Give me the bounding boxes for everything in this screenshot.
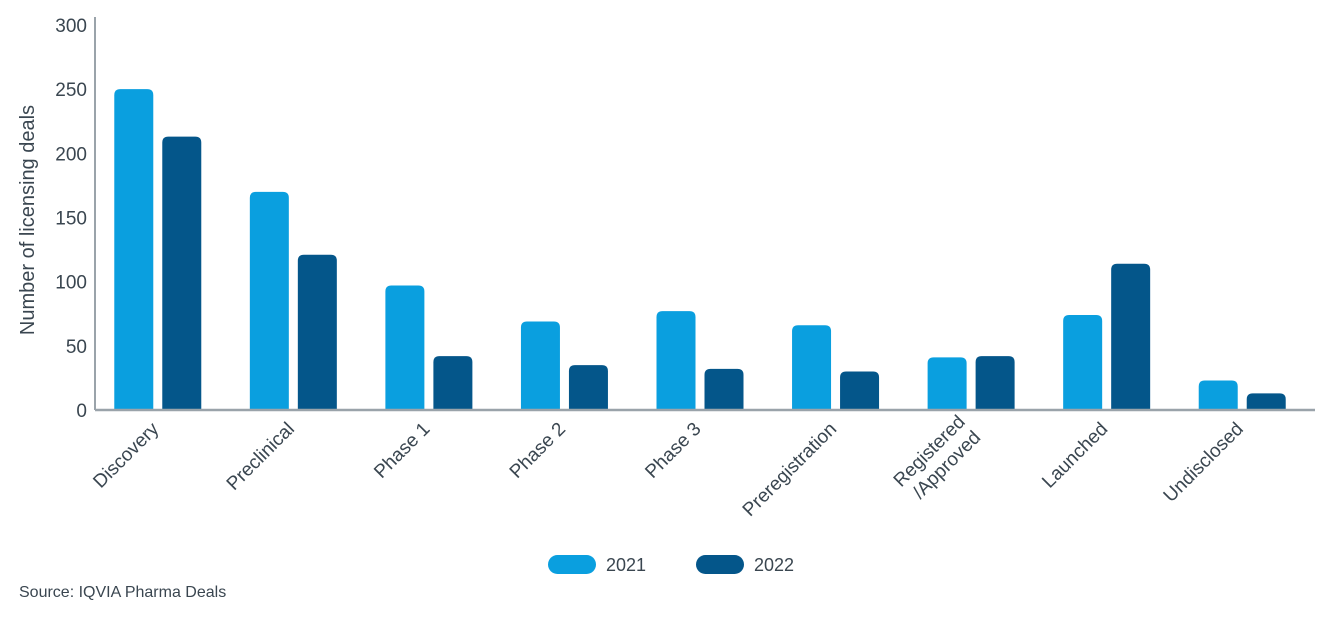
bar-2022-3: [568, 365, 608, 410]
y-tick-label: 200: [55, 144, 87, 165]
bar-2021-6: [927, 357, 967, 410]
bar-2021-0: [114, 89, 154, 411]
bar-2022-2: [433, 356, 473, 410]
y-axis: 0 50 100 150 200 250 300: [55, 16, 96, 422]
source-note: Source: IQVIA Pharma Deals: [19, 584, 227, 601]
legend: 2021 2022: [548, 555, 794, 575]
bar-2022-6: [975, 356, 1015, 410]
bar-2021-8: [1198, 380, 1238, 410]
bar-2021-4: [656, 311, 696, 410]
y-tick-label: 300: [55, 16, 87, 37]
x-tick-label: Undisclosed: [1160, 419, 1248, 507]
bar-2021-1: [249, 191, 289, 410]
bar-2022-8: [1246, 393, 1286, 410]
y-tick-label: 150: [55, 209, 87, 230]
legend-swatch-2021: [548, 555, 596, 574]
legend-label-2022: 2022: [754, 555, 794, 575]
bar-2021-7: [1063, 315, 1103, 410]
y-tick-label: 50: [66, 337, 87, 358]
bar-2022-1: [297, 254, 337, 410]
x-tick-label: Discovery: [89, 418, 163, 492]
x-tick-label: Phase 3: [641, 419, 705, 483]
x-tick-label: Preclinical: [223, 419, 299, 495]
y-axis-title: Number of licensing deals: [17, 105, 39, 335]
x-tick-label: Phase 1: [370, 419, 434, 483]
y-tick-label: 100: [55, 273, 87, 294]
bar-2022-5: [840, 371, 880, 410]
x-tick-label: Registered/Approved: [890, 412, 985, 507]
bar-2021-5: [792, 325, 832, 410]
y-tick-label: 250: [55, 80, 87, 101]
legend-label-2021: 2021: [606, 555, 646, 575]
x-tick-label: Phase 2: [506, 419, 570, 483]
bars: [114, 89, 1286, 411]
x-tick-label: Launched: [1038, 419, 1112, 493]
bar-2022-7: [1111, 263, 1151, 410]
y-tick-label: 0: [76, 401, 87, 422]
bar-2021-2: [385, 285, 425, 410]
bar-2022-0: [162, 136, 202, 410]
x-tick-label: Preregistration: [739, 419, 841, 521]
bar-2022-4: [704, 368, 744, 410]
x-axis: Discovery Preclinical Phase 1 Phase 2 Phase …: [89, 408, 1315, 521]
legend-swatch-2022: [696, 555, 744, 574]
bar-2021-3: [520, 321, 560, 410]
